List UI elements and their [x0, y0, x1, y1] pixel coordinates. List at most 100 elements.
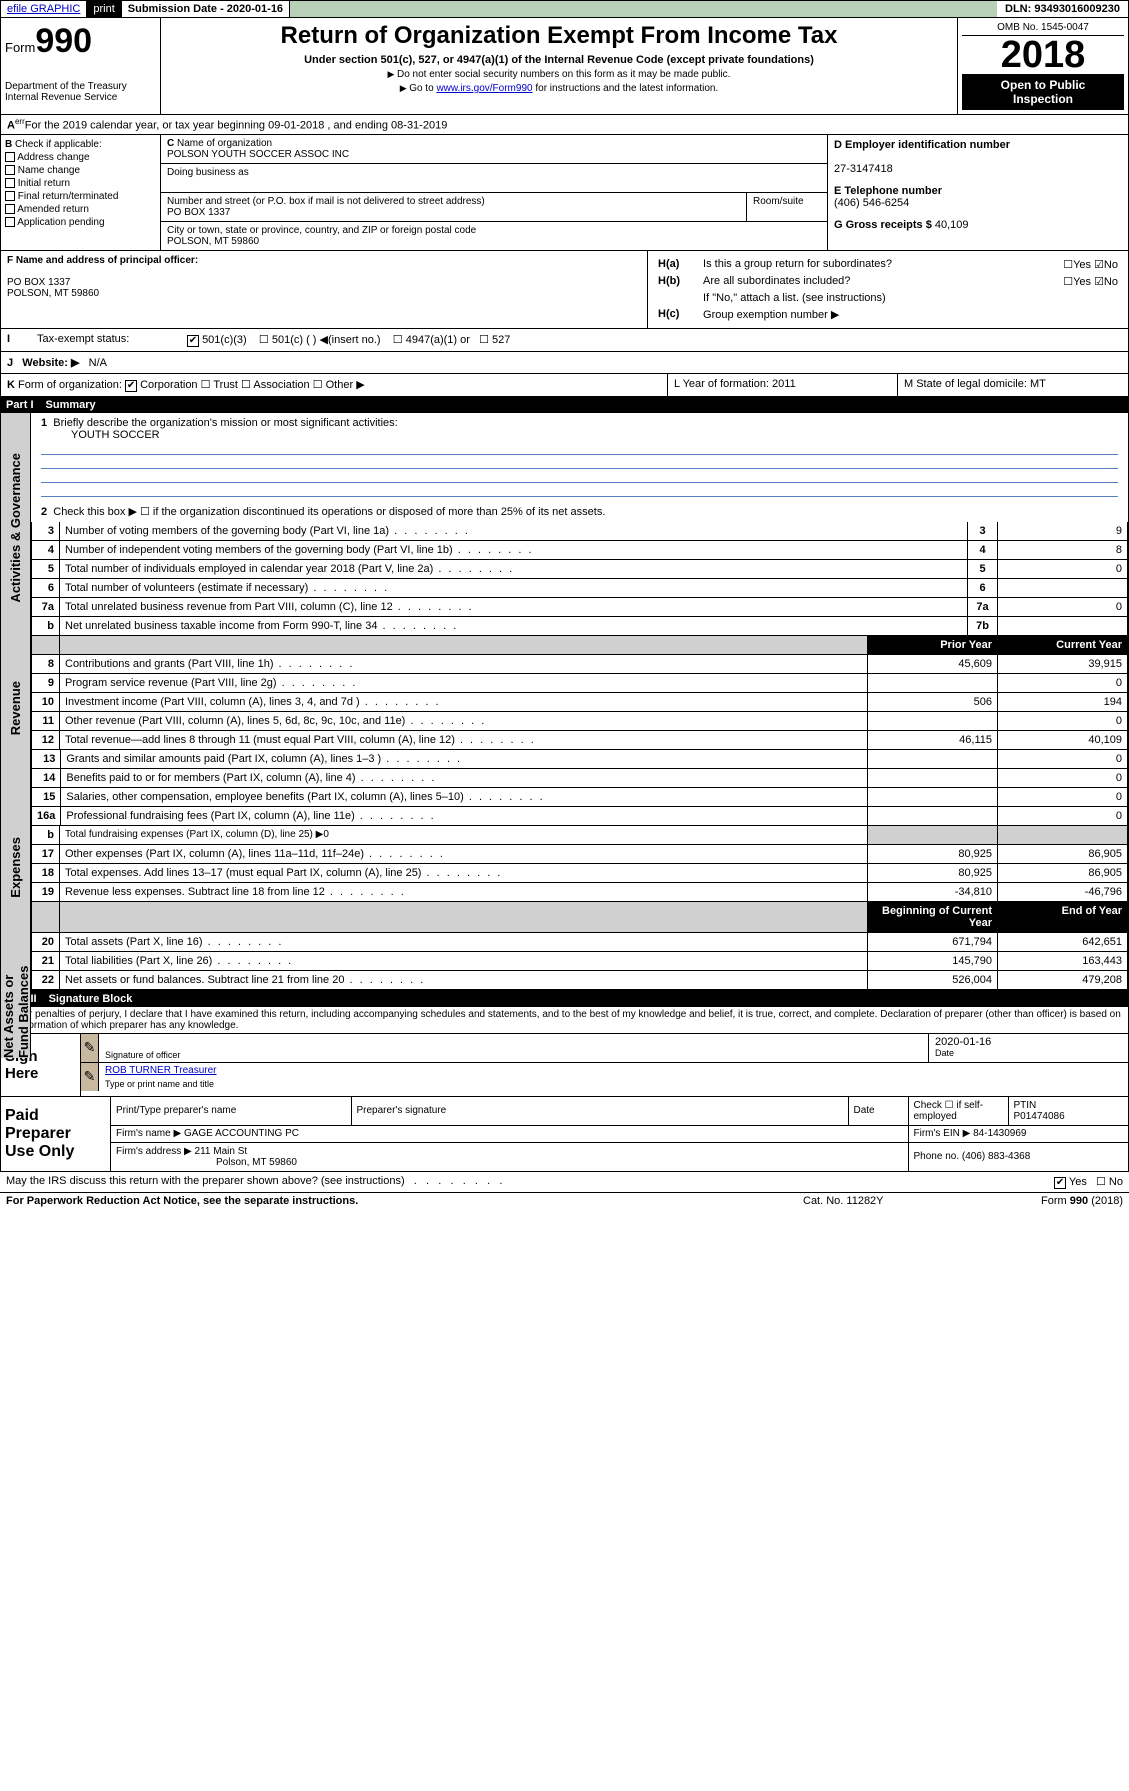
form-subtitle: Under section 501(c), 527, or 4947(a)(1)…: [165, 54, 953, 66]
gross-receipts: 40,109: [935, 219, 969, 231]
firm-name: GAGE ACCOUNTING PC: [184, 1128, 299, 1139]
form-title: Return of Organization Exempt From Incom…: [165, 22, 953, 50]
state-domicile: M State of legal domicile: MT: [898, 374, 1128, 396]
org-city: POLSON, MT 59860: [167, 236, 259, 247]
table-row: 21Total liabilities (Part X, line 26)145…: [32, 951, 1128, 970]
table-row: 4Number of independent voting members of…: [32, 540, 1128, 559]
year-formation: L Year of formation: 2011: [668, 374, 898, 396]
table-row: 10Investment income (Part VIII, column (…: [32, 692, 1128, 711]
table-row: 3Number of voting members of the governi…: [32, 522, 1128, 541]
dept-label: Department of the Treasury Internal Reve…: [5, 81, 156, 103]
table-netassets: 20Total assets (Part X, line 16)671,7946…: [31, 933, 1128, 990]
table-row: 19Revenue less expenses. Subtract line 1…: [32, 882, 1128, 901]
efile-label: efile GRAPHIC: [1, 1, 87, 17]
tab-expenses: Expenses: [1, 773, 31, 963]
chk-initial[interactable]: [5, 178, 15, 188]
tax-year: 2018: [962, 36, 1124, 74]
firm-phone: (406) 883-4368: [962, 1151, 1030, 1162]
table-row: 22Net assets or fund balances. Subtract …: [32, 970, 1128, 989]
corp-checked: ✔: [125, 380, 137, 392]
box-f: F Name and address of principal officer:…: [1, 251, 648, 328]
pen-icon: ✎: [81, 1034, 99, 1062]
box-b: B Check if applicable: Address change Na…: [1, 135, 161, 250]
chk-amended[interactable]: [5, 204, 15, 214]
form-header: Form990 Department of the Treasury Inter…: [0, 18, 1129, 115]
table-na-header: Beginning of Current YearEnd of Year: [31, 902, 1128, 933]
box-de: D Employer identification number27-31474…: [828, 135, 1128, 250]
line-a: AerrFor the 2019 calendar year, or tax y…: [0, 115, 1129, 135]
hb-answer: ☐Yes ☑No: [1023, 274, 1120, 289]
table-row: 5Total number of individuals employed in…: [32, 559, 1128, 578]
perjury-text: Under penalties of perjury, I declare th…: [0, 1007, 1129, 1034]
open-public-badge: Open to Public Inspection: [962, 74, 1124, 110]
tab-netassets: Net Assets or Fund Balances: [1, 963, 31, 1058]
table-row: 8Contributions and grants (Part VIII, li…: [32, 655, 1128, 674]
box-j: J Website: ▶ N/A: [0, 352, 1129, 374]
table-expenses: 13Grants and similar amounts paid (Part …: [31, 750, 1128, 826]
table-rev-header: Prior YearCurrent Year: [31, 636, 1128, 655]
phone: (406) 546-6254: [834, 197, 909, 209]
firm-ein: 84-1430969: [973, 1128, 1026, 1139]
chk-name[interactable]: [5, 165, 15, 175]
box-c: C Name of organizationPOLSON YOUTH SOCCE…: [161, 135, 828, 250]
mission: YOUTH SOCCER: [41, 429, 1118, 441]
form-number: Form990: [5, 22, 156, 61]
table-row: 17Other expenses (Part IX, column (A), l…: [32, 845, 1128, 864]
pen-icon-2: ✎: [81, 1063, 99, 1091]
table-row: 7aTotal unrelated business revenue from …: [32, 597, 1128, 616]
table-row: 14Benefits paid to or for members (Part …: [32, 768, 1128, 787]
sign-block: Sign Here ✎ Signature of officer 2020-01…: [0, 1034, 1129, 1097]
chk-address[interactable]: [5, 152, 15, 162]
table-row: 6Total number of volunteers (estimate if…: [32, 578, 1128, 597]
part-2-header: Part II Signature Block: [0, 991, 1129, 1007]
topbar-spacer: [290, 1, 997, 17]
firm-addr1: 211 Main St: [195, 1146, 248, 1157]
chk-pending[interactable]: [5, 217, 15, 227]
table-governance: 3Number of voting members of the governi…: [31, 522, 1128, 636]
website: N/A: [89, 357, 107, 369]
table-row: 9Program service revenue (Part VIII, lin…: [32, 673, 1128, 692]
ha-answer: ☐Yes ☑No: [1023, 257, 1120, 272]
block-fh: F Name and address of principal officer:…: [0, 251, 1129, 329]
part-1-header: Part I Summary: [0, 397, 1129, 413]
note-ssn: Do not enter social security numbers on …: [165, 69, 953, 80]
table-expenses-2: 17Other expenses (Part IX, column (A), l…: [31, 845, 1128, 902]
sign-date: 2020-01-16: [935, 1036, 1122, 1048]
efile-link[interactable]: efile GRAPHIC: [7, 3, 80, 15]
discuss-answer: ✔ Yes ☐ No: [1054, 1175, 1123, 1189]
irs-link[interactable]: www.irs.gov/Form990: [436, 83, 532, 94]
table-revenue: 8Contributions and grants (Part VIII, li…: [31, 655, 1128, 750]
submission-date: Submission Date - 2020-01-16: [122, 1, 290, 17]
table-row: 18Total expenses. Add lines 13–17 (must …: [32, 863, 1128, 882]
table-row: 12Total revenue—add lines 8 through 11 (…: [32, 730, 1128, 749]
block-bcde: B Check if applicable: Address change Na…: [0, 135, 1129, 251]
dln: DLN: 93493016009230: [997, 1, 1128, 17]
table-row: bNet unrelated business taxable income f…: [32, 616, 1128, 635]
discuss-row: May the IRS discuss this return with the…: [0, 1172, 1129, 1193]
table-row: 11Other revenue (Part VIII, column (A), …: [32, 711, 1128, 730]
part-1-body: Activities & Governance Revenue Expenses…: [0, 413, 1129, 991]
firm-addr2: Polson, MT 59860: [116, 1157, 297, 1168]
chk-final[interactable]: [5, 191, 15, 201]
table-row: 20Total assets (Part X, line 16)671,7946…: [32, 933, 1128, 952]
box-k: K Form of organization: ✔ Corporation ☐ …: [0, 374, 1129, 397]
org-name: POLSON YOUTH SOCCER ASSOC INC: [167, 149, 349, 160]
ein: 27-3147418: [834, 163, 893, 175]
table-row: 15Salaries, other compensation, employee…: [32, 787, 1128, 806]
box-h: H(a)Is this a group return for subordina…: [648, 251, 1128, 328]
tab-governance: Activities & Governance: [1, 413, 31, 643]
row-16b: bTotal fundraising expenses (Part IX, co…: [31, 826, 1128, 845]
top-bar: efile GRAPHIC print Submission Date - 20…: [0, 0, 1129, 18]
org-addr: PO BOX 1337: [167, 207, 230, 218]
print-button[interactable]: print: [87, 1, 121, 17]
501c3-checked: ✔ 501(c)(3) ☐ 501(c) ( ) ◀(insert no.) ☐…: [187, 333, 510, 347]
preparer-block: Paid Preparer Use Only Print/Type prepar…: [0, 1097, 1129, 1172]
note-goto: Go to www.irs.gov/Form990 for instructio…: [165, 83, 953, 94]
table-row: 13Grants and similar amounts paid (Part …: [32, 750, 1128, 769]
signer-name[interactable]: ROB TURNER Treasurer: [105, 1065, 217, 1076]
ptin: P01474086: [1014, 1111, 1065, 1122]
box-i: I Tax-exempt status: ✔ 501(c)(3) ☐ 501(c…: [0, 329, 1129, 352]
footer: For Paperwork Reduction Act Notice, see …: [0, 1193, 1129, 1209]
table-row: 16aProfessional fundraising fees (Part I…: [32, 806, 1128, 825]
tab-revenue: Revenue: [1, 643, 31, 773]
